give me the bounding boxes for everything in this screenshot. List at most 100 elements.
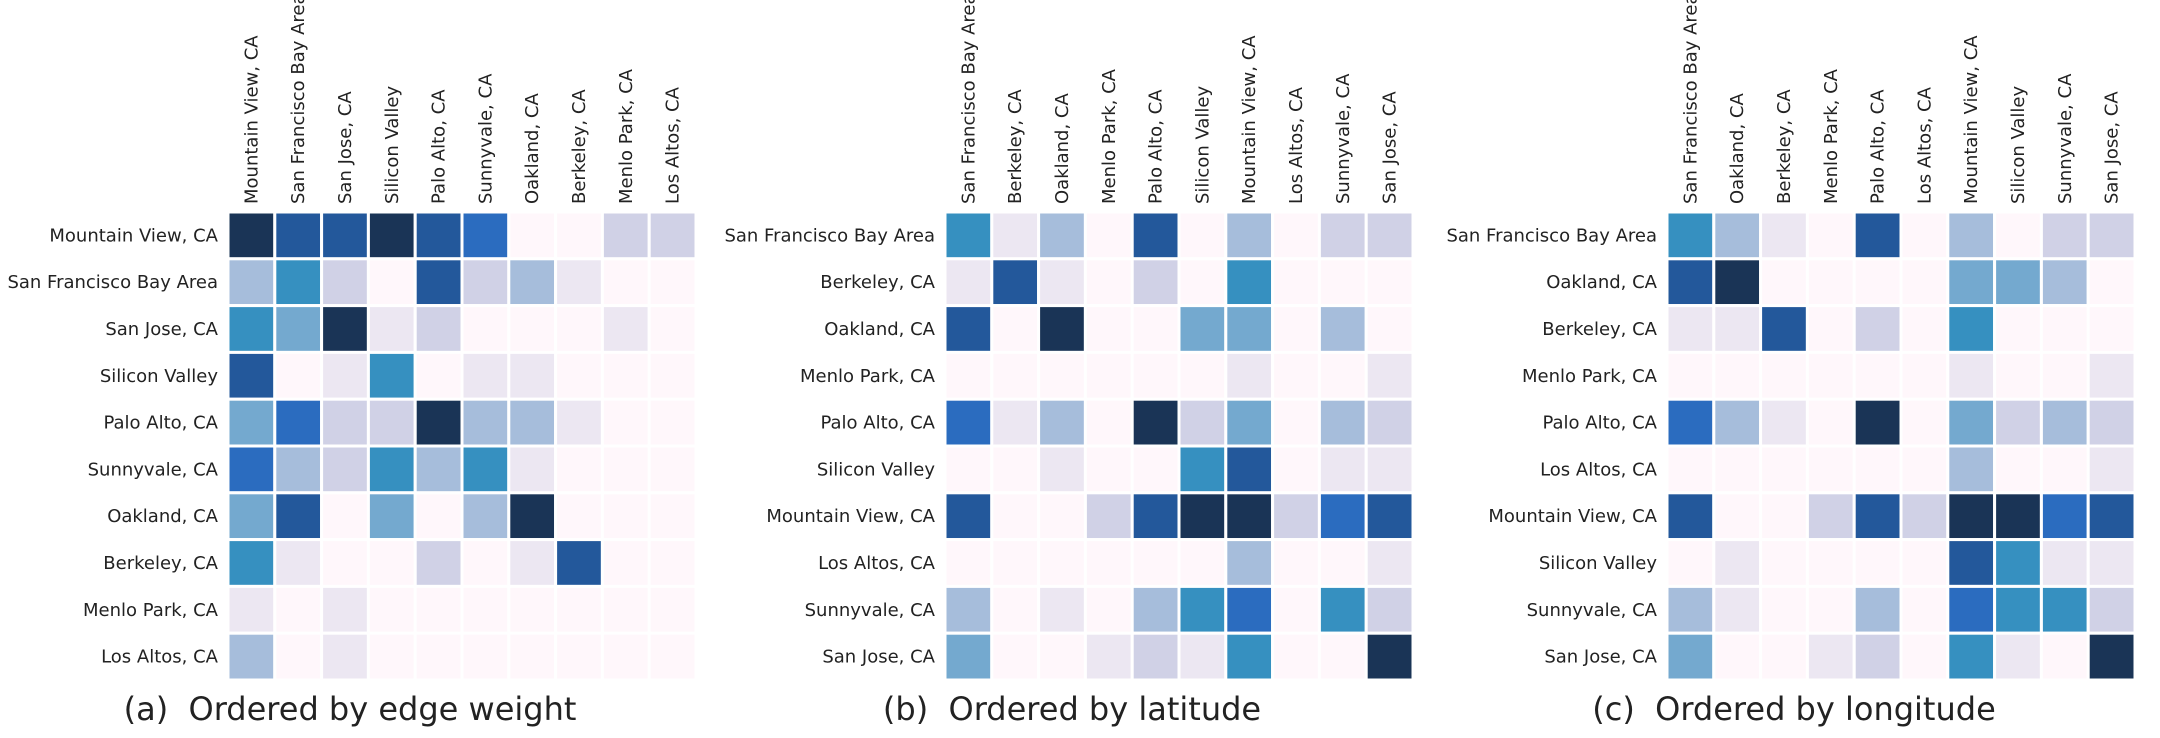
heatmap-cell bbox=[990, 350, 1041, 401]
heatmap-cell bbox=[1852, 257, 1903, 308]
heatmap-cell bbox=[1665, 584, 1716, 635]
heatmap-cell bbox=[1130, 350, 1181, 401]
heatmap-cell bbox=[1130, 257, 1181, 308]
heatmap-cell bbox=[647, 631, 698, 682]
heatmap-cell bbox=[943, 397, 994, 448]
heatmap-edge-weight: Mountain View, CA San Francisco Bay Area S… bbox=[7, 0, 698, 682]
heatmap-cell bbox=[1271, 257, 1321, 308]
heatmap-cell bbox=[1037, 491, 1087, 542]
heatmap-cell bbox=[600, 631, 651, 682]
column-label: Los Altos, CA bbox=[1914, 86, 1935, 204]
heatmap-cell bbox=[226, 350, 277, 401]
heatmap-cell bbox=[226, 304, 277, 354]
heatmap-cell bbox=[1130, 584, 1181, 635]
heatmap-cell bbox=[990, 257, 1041, 308]
heatmap-cell bbox=[1177, 584, 1228, 635]
heatmap-cell bbox=[226, 257, 277, 308]
heatmap-cell bbox=[413, 350, 464, 401]
column-label: San Jose, CA bbox=[2102, 91, 2123, 204]
heatmap-cell bbox=[990, 584, 1041, 635]
row-label: Silicon Valley bbox=[100, 366, 218, 387]
heatmap-longitude: San Francisco Bay Area Oakland, CA Berkele… bbox=[1446, 0, 2137, 682]
heatmap-cell bbox=[943, 210, 994, 261]
heatmap-cell bbox=[1759, 350, 1809, 401]
heatmap-cell bbox=[1271, 210, 1321, 261]
heatmap-cell bbox=[1899, 584, 1950, 635]
heatmap-cell bbox=[1993, 304, 2043, 354]
heatmap-cell bbox=[1317, 631, 1368, 682]
heatmap-panel-c: San Francisco Bay Area Oakland, CA Berkele… bbox=[1444, 0, 2144, 738]
heatmap-cell bbox=[1712, 257, 1763, 308]
column-label: Palo Alto, CA bbox=[1868, 89, 1889, 204]
heatmap-cell bbox=[413, 538, 464, 588]
heatmap-cell bbox=[507, 444, 558, 495]
heatmap-cell bbox=[460, 210, 511, 261]
heatmap-cell bbox=[1177, 631, 1228, 682]
heatmap-cell bbox=[1946, 538, 1997, 588]
heatmap-cell bbox=[320, 210, 370, 261]
heatmap-cell bbox=[1177, 257, 1228, 308]
heatmap-cell bbox=[554, 631, 604, 682]
heatmap-cell bbox=[1317, 584, 1368, 635]
row-label: Menlo Park, CA bbox=[800, 366, 936, 387]
heatmap-cell bbox=[1177, 304, 1228, 354]
heatmap-cell bbox=[1271, 631, 1321, 682]
heatmap-cell bbox=[1946, 584, 1997, 635]
heatmap-cell bbox=[1993, 397, 2043, 448]
heatmap-cell bbox=[1224, 210, 1275, 261]
column-label: San Francisco Bay Area bbox=[288, 0, 309, 204]
heatmap-cell bbox=[366, 350, 417, 401]
heatmap-cell bbox=[226, 538, 277, 588]
heatmap-cell bbox=[1177, 210, 1228, 261]
heatmap-cell bbox=[1759, 444, 1809, 495]
heatmap-cell bbox=[647, 538, 698, 588]
column-label: Silicon Valley bbox=[382, 86, 403, 204]
row-label: Silicon Valley bbox=[817, 459, 935, 480]
heatmap-cell bbox=[1946, 257, 1997, 308]
heatmap-cell bbox=[366, 397, 417, 448]
heatmap-cell bbox=[1712, 584, 1763, 635]
column-label: Menlo Park, CA bbox=[1821, 68, 1842, 204]
caption-title: Ordered by latitude bbox=[948, 690, 1262, 728]
heatmap-cell bbox=[990, 631, 1041, 682]
heatmap-cell bbox=[1083, 538, 1134, 588]
heatmap-cell bbox=[460, 584, 511, 635]
heatmap-cell bbox=[460, 350, 511, 401]
heatmap-cell bbox=[600, 491, 651, 542]
heatmap-cell bbox=[554, 538, 604, 588]
caption-c: (c) Ordered by longitude bbox=[1444, 690, 2144, 728]
heatmap-cell bbox=[1364, 397, 1415, 448]
heatmap-cell bbox=[1083, 210, 1134, 261]
heatmap-cell bbox=[1364, 491, 1415, 542]
heatmap-cell bbox=[273, 538, 324, 588]
row-label: Oakland, CA bbox=[1546, 272, 1657, 293]
heatmap-cell bbox=[1177, 491, 1228, 542]
heatmap-cell bbox=[1665, 397, 1716, 448]
column-label: Sunnyvale, CA bbox=[2055, 73, 2076, 204]
heatmap-cell bbox=[1271, 397, 1321, 448]
heatmap-cell bbox=[2086, 584, 2137, 635]
heatmap-cell bbox=[366, 304, 417, 354]
heatmap-cell bbox=[366, 538, 417, 588]
heatmap-cell bbox=[1759, 491, 1809, 542]
heatmap-cell bbox=[554, 257, 604, 308]
heatmap-cell bbox=[460, 538, 511, 588]
heatmap-cell bbox=[1805, 631, 1856, 682]
heatmap-cell bbox=[1665, 631, 1716, 682]
column-label: Sunnyvale, CA bbox=[1333, 73, 1354, 204]
heatmap-cell bbox=[1177, 397, 1228, 448]
heatmap-cell bbox=[943, 584, 994, 635]
row-label: San Jose, CA bbox=[822, 647, 935, 668]
heatmap-cell bbox=[1271, 538, 1321, 588]
row-label: Berkeley, CA bbox=[820, 272, 935, 293]
heatmap-cell bbox=[1364, 350, 1415, 401]
heatmap-cell bbox=[1993, 257, 2043, 308]
heatmap-cell bbox=[647, 491, 698, 542]
row-label: Los Altos, CA bbox=[1540, 459, 1658, 480]
heatmap-cell bbox=[507, 350, 558, 401]
heatmap-cell bbox=[320, 257, 370, 308]
heatmap-cell bbox=[600, 584, 651, 635]
row-label: Menlo Park, CA bbox=[1522, 366, 1658, 387]
column-label: Palo Alto, CA bbox=[1146, 89, 1167, 204]
heatmap-cell bbox=[226, 444, 277, 495]
